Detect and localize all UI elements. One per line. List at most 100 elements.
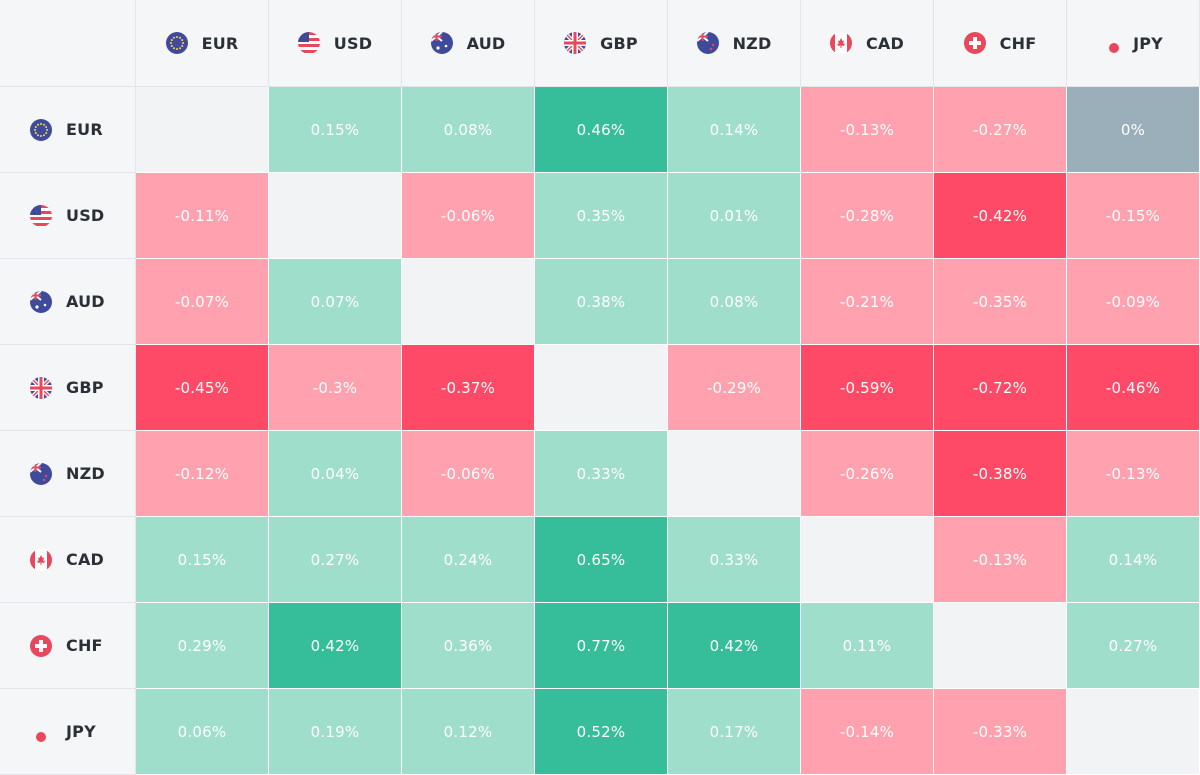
column-header-gbp[interactable]: GBP bbox=[535, 0, 668, 87]
row-header-nzd[interactable]: NZD bbox=[0, 431, 136, 517]
heatmap-cell[interactable]: 0.14% bbox=[668, 87, 801, 173]
heatmap-cell[interactable]: -0.12% bbox=[136, 431, 269, 517]
us-flag-icon bbox=[297, 32, 320, 54]
heatmap-cell[interactable]: 0.19% bbox=[269, 689, 402, 775]
heatmap-cell[interactable]: -0.13% bbox=[801, 87, 934, 173]
heatmap-cell[interactable]: 0.36% bbox=[402, 603, 535, 689]
heatmap-cell[interactable]: 0.38% bbox=[535, 259, 668, 345]
heatmap-cell[interactable]: 0.77% bbox=[535, 603, 668, 689]
jp-flag-icon bbox=[36, 727, 46, 742]
nz-flag-icon bbox=[30, 462, 52, 485]
column-header-label: EUR bbox=[201, 33, 239, 53]
heatmap-cell[interactable]: 0.35% bbox=[535, 173, 668, 259]
heatmap-cell[interactable]: -0.72% bbox=[934, 345, 1067, 431]
heatmap-cell[interactable]: 0.27% bbox=[1067, 603, 1200, 689]
heatmap-cell[interactable]: -0.14% bbox=[801, 689, 934, 775]
heatmap-cell[interactable]: 0.14% bbox=[1067, 517, 1200, 603]
column-header-label: NZD bbox=[732, 33, 772, 53]
row-header-label: GBP bbox=[66, 378, 104, 397]
diagonal-cell bbox=[934, 603, 1067, 689]
heatmap-cell[interactable]: -0.59% bbox=[801, 345, 934, 431]
heatmap-cell[interactable]: -0.06% bbox=[402, 431, 535, 517]
column-header-nzd[interactable]: NZD bbox=[668, 0, 801, 87]
heatmap-cell[interactable]: 0.42% bbox=[668, 603, 801, 689]
heatmap-cell[interactable]: -0.13% bbox=[1067, 431, 1200, 517]
row-header-label: CHF bbox=[66, 636, 103, 655]
column-header-cad[interactable]: CAD bbox=[801, 0, 934, 87]
au-flag-icon bbox=[430, 32, 453, 54]
heatmap-cell[interactable]: 0.42% bbox=[269, 603, 402, 689]
column-header-usd[interactable]: USD bbox=[269, 0, 402, 87]
heatmap-cell[interactable]: 0.07% bbox=[269, 259, 402, 345]
row-header-gbp[interactable]: GBP bbox=[0, 345, 136, 431]
row-header-jpy[interactable]: JPY bbox=[0, 689, 136, 775]
row-header-label: EUR bbox=[66, 120, 103, 139]
nz-flag-icon bbox=[696, 32, 719, 54]
heatmap-cell[interactable]: 0.15% bbox=[269, 87, 402, 173]
row-header-label: USD bbox=[66, 206, 105, 225]
diagonal-cell bbox=[668, 431, 801, 517]
heatmap-cell[interactable]: 0.11% bbox=[801, 603, 934, 689]
heatmap-cell[interactable]: 0.12% bbox=[402, 689, 535, 775]
column-header-aud[interactable]: AUD bbox=[402, 0, 535, 87]
heatmap-cell[interactable]: -0.11% bbox=[136, 173, 269, 259]
row-header-label: NZD bbox=[66, 464, 105, 483]
heatmap-cell[interactable]: 0.15% bbox=[136, 517, 269, 603]
heatmap-cell[interactable]: -0.29% bbox=[668, 345, 801, 431]
column-header-jpy[interactable]: JPY bbox=[1067, 0, 1200, 87]
heatmap-cell[interactable]: 0% bbox=[1067, 87, 1200, 173]
heatmap-cell[interactable]: -0.37% bbox=[402, 345, 535, 431]
heatmap-cell[interactable]: -0.3% bbox=[269, 345, 402, 431]
column-header-chf[interactable]: CHF bbox=[934, 0, 1067, 87]
heatmap-cell[interactable]: 0.01% bbox=[668, 173, 801, 259]
heatmap-cell[interactable]: -0.13% bbox=[934, 517, 1067, 603]
heatmap-cell[interactable]: 0.27% bbox=[269, 517, 402, 603]
heatmap-cell[interactable]: -0.26% bbox=[801, 431, 934, 517]
row-header-label: JPY bbox=[66, 722, 96, 741]
row-header-cad[interactable]: CAD bbox=[0, 517, 136, 603]
column-header-label: JPY bbox=[1133, 33, 1163, 53]
us-flag-icon bbox=[30, 204, 52, 227]
heatmap-cell[interactable]: 0.33% bbox=[668, 517, 801, 603]
heatmap-cell[interactable]: -0.45% bbox=[136, 345, 269, 431]
heatmap-cell[interactable]: -0.42% bbox=[934, 173, 1067, 259]
heatmap-cell[interactable]: -0.33% bbox=[934, 689, 1067, 775]
row-header-label: CAD bbox=[66, 550, 105, 569]
row-header-aud[interactable]: AUD bbox=[0, 259, 136, 345]
heatmap-cell[interactable]: 0.29% bbox=[136, 603, 269, 689]
heatmap-cell[interactable]: -0.15% bbox=[1067, 173, 1200, 259]
heatmap-cell[interactable]: 0.17% bbox=[668, 689, 801, 775]
heatmap-cell[interactable]: 0.06% bbox=[136, 689, 269, 775]
diagonal-cell bbox=[402, 259, 535, 345]
row-header-chf[interactable]: CHF bbox=[0, 603, 136, 689]
row-header-usd[interactable]: USD bbox=[0, 173, 136, 259]
heatmap-cell[interactable]: -0.06% bbox=[402, 173, 535, 259]
heatmap-cell[interactable]: 0.08% bbox=[402, 87, 535, 173]
column-header-label: AUD bbox=[466, 33, 506, 53]
heatmap-cell[interactable]: -0.21% bbox=[801, 259, 934, 345]
heatmap-cell[interactable]: -0.28% bbox=[801, 173, 934, 259]
heatmap-cell[interactable]: -0.07% bbox=[136, 259, 269, 345]
heatmap-cell[interactable]: -0.46% bbox=[1067, 345, 1200, 431]
uk-flag-icon bbox=[564, 32, 587, 54]
heatmap-cell[interactable]: 0.46% bbox=[535, 87, 668, 173]
heatmap-cell[interactable]: 0.65% bbox=[535, 517, 668, 603]
heatmap-cell[interactable]: 0.24% bbox=[402, 517, 535, 603]
uk-flag-icon bbox=[30, 376, 52, 399]
heatmap-cell[interactable]: -0.35% bbox=[934, 259, 1067, 345]
row-header-label: AUD bbox=[66, 292, 105, 311]
heatmap-cell[interactable]: 0.08% bbox=[668, 259, 801, 345]
diagonal-cell bbox=[535, 345, 668, 431]
heatmap-cell[interactable]: -0.27% bbox=[934, 87, 1067, 173]
heatmap-cell[interactable]: -0.09% bbox=[1067, 259, 1200, 345]
ch-flag-icon bbox=[30, 634, 52, 657]
column-header-eur[interactable]: EUR bbox=[136, 0, 269, 87]
corner-cell bbox=[0, 0, 136, 87]
column-header-label: USD bbox=[333, 33, 373, 53]
row-header-eur[interactable]: EUR bbox=[0, 87, 136, 173]
heatmap-cell[interactable]: 0.04% bbox=[269, 431, 402, 517]
heatmap-cell[interactable]: -0.38% bbox=[934, 431, 1067, 517]
heatmap-cell[interactable]: 0.52% bbox=[535, 689, 668, 775]
heatmap-cell[interactable]: 0.33% bbox=[535, 431, 668, 517]
